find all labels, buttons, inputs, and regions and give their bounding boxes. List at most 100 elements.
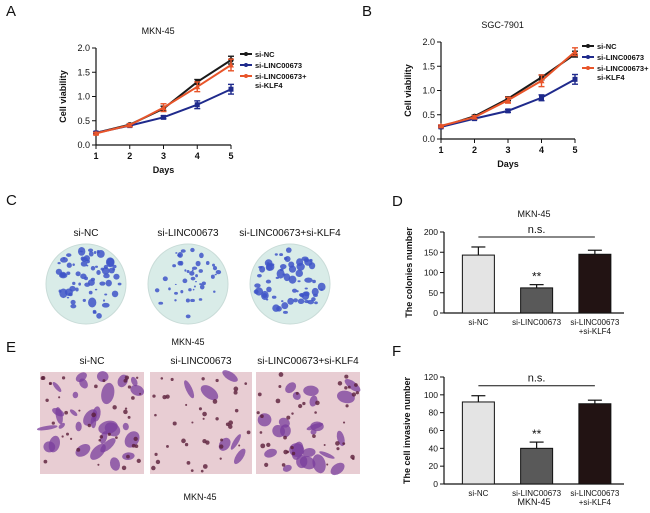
y-tick-label: 1.5 — [77, 67, 90, 77]
membrane-pore — [124, 407, 128, 410]
data-point — [194, 83, 201, 90]
invaded-cell — [337, 390, 355, 404]
colony — [77, 246, 86, 256]
y-tick-label: 80 — [429, 408, 439, 418]
colony — [287, 297, 294, 305]
invaded-cell — [72, 391, 79, 399]
membrane-pore — [64, 410, 68, 415]
membrane-pore — [291, 412, 294, 415]
colony — [81, 257, 88, 262]
colony — [174, 299, 177, 302]
membrane-pore — [256, 411, 260, 415]
membrane-pore — [136, 458, 141, 464]
colony — [274, 253, 278, 256]
membrane-pore — [162, 394, 167, 400]
colony — [296, 262, 305, 271]
colony — [92, 309, 97, 314]
invaded-cell — [69, 409, 78, 417]
membrane-pore — [102, 379, 106, 383]
y-tick-label: 1.0 — [422, 86, 435, 96]
x-tick-label: 1 — [438, 145, 443, 155]
legend-marker — [244, 63, 248, 67]
colony — [297, 298, 305, 305]
colony — [112, 264, 117, 269]
membrane-pore — [61, 376, 66, 380]
bar — [578, 403, 612, 485]
colony — [78, 282, 82, 286]
membrane-pore — [314, 411, 317, 414]
colony — [184, 269, 187, 272]
colony — [288, 261, 295, 268]
colony — [88, 248, 94, 253]
colony — [158, 301, 164, 305]
membrane-pore — [124, 375, 130, 380]
x-tick-label: +si-KLF4 — [579, 327, 612, 336]
colony — [154, 288, 160, 293]
invaded-cell — [272, 424, 286, 438]
membrane-pore — [51, 421, 55, 425]
membrane-pore — [66, 432, 69, 436]
membrane-pore — [355, 391, 359, 395]
colony — [108, 267, 115, 274]
invaded-cell — [75, 444, 91, 457]
colony — [212, 263, 216, 267]
membrane-pore — [87, 423, 92, 428]
invaded-cell — [278, 417, 290, 428]
membrane-pore — [123, 409, 128, 415]
colony — [96, 313, 102, 319]
y-tick-label: 40 — [429, 443, 439, 453]
legend-label: si-KLF4 — [597, 73, 625, 82]
colony — [214, 273, 217, 276]
colony — [284, 255, 291, 263]
membrane-pore — [286, 415, 291, 420]
colony — [314, 301, 318, 305]
colony — [179, 260, 184, 266]
significance-mark: ** — [532, 427, 542, 441]
panel-label-c: C — [6, 192, 17, 209]
colony — [295, 269, 303, 278]
y-tick-label: 0.0 — [422, 134, 435, 144]
colony — [272, 304, 280, 312]
membrane-pore — [134, 444, 139, 448]
y-tick-label: 0.5 — [422, 110, 435, 120]
colony — [180, 249, 186, 253]
bar-chart-f: 0 20 40 60 80 100 120 The cell invasive number s… — [402, 372, 624, 507]
membrane-pore — [260, 443, 266, 449]
membrane-pore — [202, 464, 208, 469]
membrane-pore — [220, 438, 224, 442]
membrane-pore — [127, 415, 131, 419]
membrane-pore — [275, 398, 281, 404]
membrane-pore — [154, 413, 157, 417]
colony — [301, 256, 309, 261]
invasion-label: si-LINC00673+si-KLF4 — [257, 356, 359, 367]
data-point — [538, 77, 545, 84]
x-tick-label: 4 — [195, 151, 200, 161]
membrane-pore — [166, 444, 169, 448]
colony — [162, 276, 168, 282]
membrane-pore — [112, 405, 117, 410]
colony — [103, 299, 106, 302]
colony — [96, 270, 101, 276]
colony — [88, 290, 93, 295]
membrane-pore — [281, 463, 286, 467]
colony — [94, 288, 98, 291]
membrane-pore — [219, 444, 224, 449]
invaded-cell — [96, 371, 109, 382]
x-tick-label: si-LINC00673 — [512, 318, 561, 327]
x-tick-label: 1 — [93, 151, 98, 161]
colony — [296, 290, 299, 293]
data-point — [126, 122, 133, 128]
colony — [190, 276, 196, 281]
colony — [303, 291, 310, 297]
membrane-pore — [107, 432, 111, 436]
y-tick-label: 100 — [424, 268, 438, 278]
chart-title: MKN-45 — [517, 497, 550, 507]
colony — [105, 279, 112, 287]
y-tick-label: 2.0 — [77, 43, 90, 53]
line-chart-b: 0.0 0.5 1.0 1.5 2.0 1 2 3 4 5 Days Cell viability SG… — [403, 20, 649, 169]
colony — [191, 269, 194, 272]
colony — [95, 265, 98, 268]
membrane-pore — [48, 381, 53, 386]
membrane-pore — [172, 421, 177, 426]
invaded-cell — [101, 382, 115, 405]
